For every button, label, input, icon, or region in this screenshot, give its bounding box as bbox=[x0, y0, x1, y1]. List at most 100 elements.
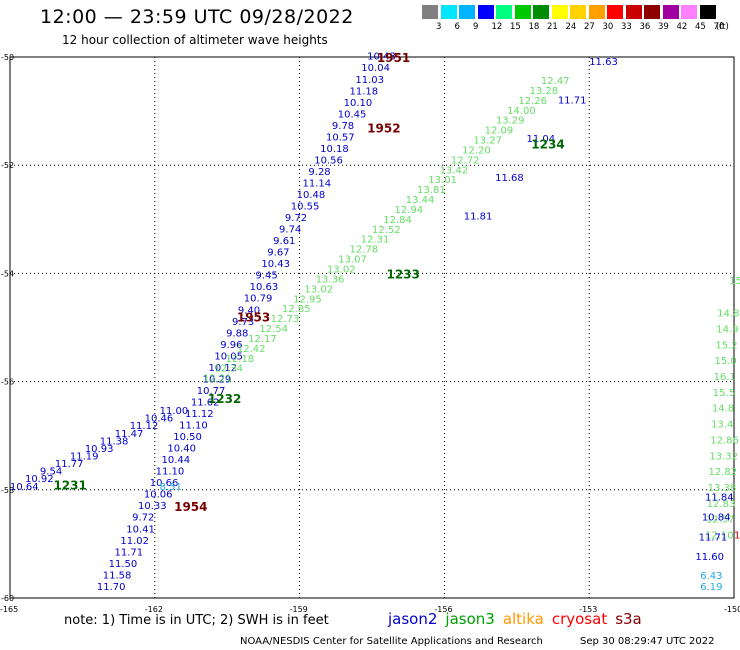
lat-tick-label: -60 bbox=[1, 594, 14, 603]
swh-value-jason2: 10.55 bbox=[291, 202, 320, 213]
swh-value-jason3: 12.85 bbox=[282, 304, 311, 315]
swh-value-jason3: 13.01 bbox=[428, 175, 457, 186]
swh-value-jason3: 14.8 bbox=[712, 404, 734, 415]
swh-value-jason3: 12.34 bbox=[214, 364, 243, 375]
legend-label: 12 bbox=[491, 22, 503, 32]
legend-label: 33 bbox=[621, 22, 632, 32]
swh-value-jason2: 9.72 bbox=[285, 213, 307, 224]
swh-value-jason2: 11.84 bbox=[705, 493, 734, 504]
swh-value-jason3: 13.4 bbox=[711, 420, 733, 431]
swh-value-jason3: 13.02 bbox=[304, 284, 333, 295]
legend-label: 36 bbox=[639, 22, 651, 32]
pass-label: 1954 bbox=[174, 500, 207, 514]
swh-value-jason2: 10.57 bbox=[326, 132, 355, 143]
swh-value-jason3: 15.2 bbox=[715, 340, 737, 351]
map-frame bbox=[9, 56, 735, 599]
swh-value-jason2: 10.77 bbox=[197, 386, 226, 397]
swh-value-jason2: 11.19 bbox=[70, 452, 99, 463]
swh-value-jason2: 10.12 bbox=[209, 363, 238, 374]
legend-label: 9 bbox=[473, 22, 479, 32]
legend-swatch bbox=[459, 5, 475, 19]
swh-value-jason2: 11.04 bbox=[526, 134, 555, 145]
credit-timestamp: Sep 30 08:29:47 UTC 2022 bbox=[580, 636, 715, 647]
swh-value-jason2: 9.67 bbox=[267, 248, 289, 259]
swh-value-jason2: 11.03 bbox=[355, 75, 384, 86]
legend-label: 30 bbox=[602, 22, 614, 32]
swh-value-jason3: 12.94 bbox=[395, 205, 424, 216]
swh-value-jason2: 10.45 bbox=[338, 109, 367, 120]
swh-value-jason2: 10.56 bbox=[314, 155, 343, 166]
swh-value-jason3: 12.82 bbox=[708, 467, 737, 478]
swh-value-jason3: 12.47 bbox=[541, 76, 570, 87]
lon-tick-label: -165 bbox=[0, 605, 18, 614]
swh-value-jason3: 13.07 bbox=[338, 255, 367, 266]
swh-value-jason2: 11.70 bbox=[97, 582, 126, 593]
legend-label: 42 bbox=[676, 22, 688, 32]
legend-swatch bbox=[477, 5, 494, 19]
legend-swatch bbox=[625, 5, 642, 19]
swh-value-jason2: 11.12 bbox=[130, 421, 159, 432]
swh-value-jason2: 11.62 bbox=[191, 397, 220, 408]
swh-value-jason2: 10.93 bbox=[85, 444, 114, 455]
satellite-name: s3a bbox=[615, 610, 642, 628]
swh-value-jason3: 12.95 bbox=[293, 294, 322, 305]
swh-value-jason2: 10.40 bbox=[167, 444, 196, 455]
legend-swatch bbox=[662, 5, 679, 19]
satellite-name: jason2 bbox=[388, 610, 438, 628]
swh-value-jason3: 15.0 bbox=[715, 356, 737, 367]
lat-tick-label: -56 bbox=[1, 378, 14, 387]
lon-tick-label: -153 bbox=[579, 605, 597, 614]
page-subtitle: 12 hour collection of altimeter wave hei… bbox=[62, 33, 328, 47]
swh-value-jason2: 10.64 bbox=[10, 482, 39, 493]
swh-value-jason3: 15 bbox=[729, 276, 740, 287]
legend-swatch bbox=[533, 5, 549, 19]
swh-value-jason2: 10.66 bbox=[150, 478, 179, 489]
lat-tick-label: -58 bbox=[1, 486, 14, 495]
swh-value-jason2: 11.18 bbox=[350, 86, 379, 97]
swh-value-jason3: 12.09 bbox=[485, 126, 514, 137]
swh-value-jason2: 10.04 bbox=[361, 63, 390, 74]
lat-tick-label: -50 bbox=[1, 53, 14, 62]
swh-value-jason2: 11.12 bbox=[185, 409, 214, 420]
legend-swatch bbox=[681, 5, 697, 19]
legend-label: 27 bbox=[584, 22, 595, 32]
swh-value-jason2: 10.43 bbox=[261, 259, 290, 270]
lon-tick-label: -162 bbox=[145, 605, 163, 614]
swh-value-jason2: 11.50 bbox=[109, 559, 138, 570]
swh-value-jason2: 11.10 bbox=[179, 421, 208, 432]
swh-value-jason2: 11.58 bbox=[103, 570, 132, 581]
swh-value-jason2: 10.29 bbox=[203, 374, 232, 385]
pass-label: 1233 bbox=[386, 267, 419, 281]
swh-value-jason3: 14.8 bbox=[717, 309, 739, 320]
legend-label: 3 bbox=[436, 22, 442, 32]
swh-value-jason2: 9.88 bbox=[226, 328, 248, 339]
swh-value-jason2: 10.50 bbox=[173, 432, 202, 443]
swh-value-cyan: 8.51 bbox=[160, 482, 182, 493]
swh-value-jason2: 10.41 bbox=[126, 524, 155, 535]
satellite-legend: jason2 jason3 altika cryosat s3a bbox=[388, 610, 650, 628]
swh-value-jason3: 16.1 bbox=[714, 372, 736, 383]
legend-swatch bbox=[422, 5, 438, 19]
pass-label: 1953 bbox=[237, 311, 270, 325]
swh-value-jason2: 11.00 bbox=[160, 406, 189, 417]
legend-label: 6 bbox=[454, 22, 460, 32]
swh-value-jason2: 10.48 bbox=[297, 190, 326, 201]
swh-value-jason3: 12.73 bbox=[271, 314, 300, 325]
lon-tick-label: -156 bbox=[434, 605, 452, 614]
page-title: 12:00 — 23:59 UTC 09/28/2022 bbox=[40, 6, 354, 28]
swh-value-jason3: 13.42 bbox=[440, 165, 469, 176]
swh-value-jason2: 10.06 bbox=[144, 490, 173, 501]
swh-value-jason2: 11.77 bbox=[55, 459, 84, 470]
swh-value-jason3: 13.38 bbox=[708, 483, 737, 494]
swh-value-jason2: 10.63 bbox=[250, 282, 279, 293]
lon-tick-label: -150 bbox=[724, 605, 740, 614]
swh-value-jason2: 10.79 bbox=[244, 294, 273, 305]
swh-value-jason3: 12.10 bbox=[705, 530, 734, 541]
swh-value-jason2: 10.05 bbox=[214, 351, 243, 362]
swh-value-jason2: 11.68 bbox=[495, 173, 524, 184]
swh-value-jason3: 12.52 bbox=[372, 225, 401, 236]
legend-label: 24 bbox=[565, 22, 577, 32]
swh-value-jason3: 13.02 bbox=[327, 264, 356, 275]
swh-value-jason2: 10.18 bbox=[320, 144, 349, 155]
